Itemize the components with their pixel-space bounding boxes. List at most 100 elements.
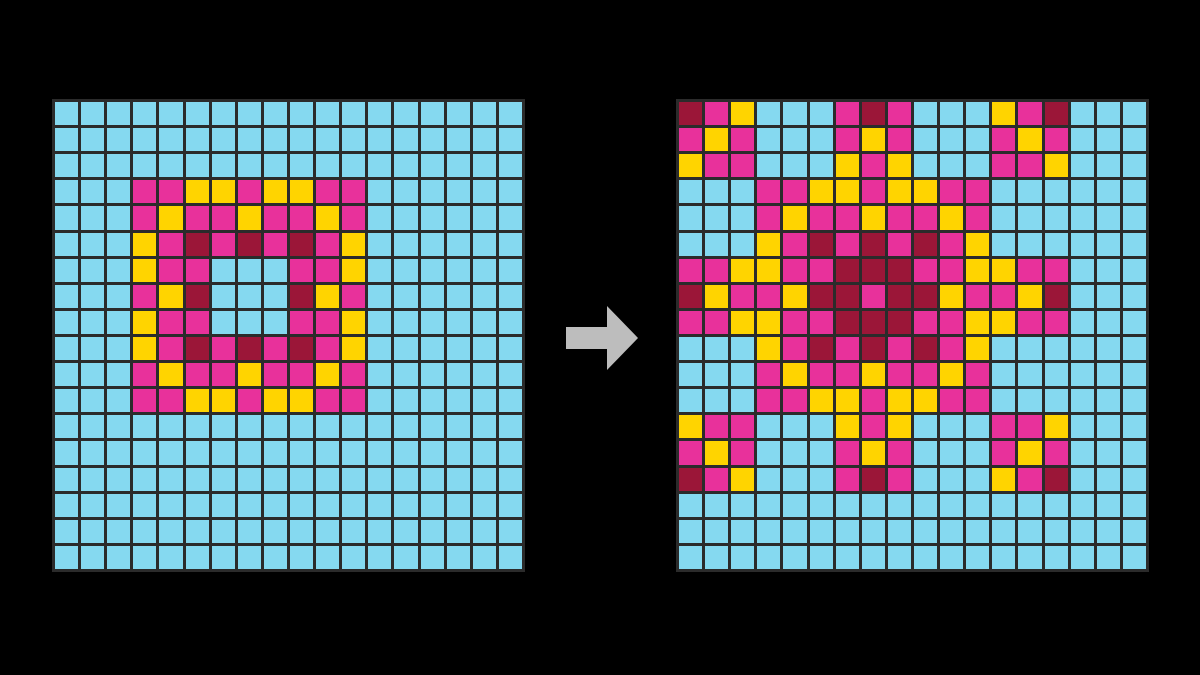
grid-cell[interactable] xyxy=(342,232,366,256)
grid-cell[interactable] xyxy=(237,180,261,204)
grid-cell[interactable] xyxy=(887,519,911,543)
grid-cell[interactable] xyxy=(133,467,157,491)
grid-cell[interactable] xyxy=(757,389,781,413)
grid-cell[interactable] xyxy=(420,102,444,126)
grid-cell[interactable] xyxy=(705,258,729,282)
grid-cell[interactable] xyxy=(1044,258,1068,282)
grid-cell[interactable] xyxy=(107,154,131,178)
grid-cell[interactable] xyxy=(679,415,703,439)
grid-cell[interactable] xyxy=(913,441,938,465)
grid-cell[interactable] xyxy=(472,154,496,178)
grid-cell[interactable] xyxy=(263,389,287,413)
grid-cell[interactable] xyxy=(394,363,418,387)
grid-cell[interactable] xyxy=(316,232,340,256)
grid-cell[interactable] xyxy=(289,415,314,439)
grid-cell[interactable] xyxy=(420,493,444,517)
grid-cell[interactable] xyxy=(861,415,885,439)
grid-cell[interactable] xyxy=(185,180,209,204)
grid-cell[interactable] xyxy=(133,493,157,517)
grid-cell[interactable] xyxy=(1096,363,1120,387)
grid-cell[interactable] xyxy=(940,128,964,152)
grid-cell[interactable] xyxy=(1070,154,1094,178)
grid-cell[interactable] xyxy=(705,284,729,308)
grid-cell[interactable] xyxy=(498,206,522,230)
grid-cell[interactable] xyxy=(1070,206,1094,230)
grid-cell[interactable] xyxy=(940,467,964,491)
grid-cell[interactable] xyxy=(861,336,885,361)
grid-cell[interactable] xyxy=(992,180,1016,204)
grid-cell[interactable] xyxy=(159,363,183,387)
grid-cell[interactable] xyxy=(316,493,340,517)
grid-cell[interactable] xyxy=(966,284,990,308)
grid-cell[interactable] xyxy=(107,258,131,282)
grid-cell[interactable] xyxy=(913,519,938,543)
grid-cell[interactable] xyxy=(107,206,131,230)
grid-cell[interactable] xyxy=(420,363,444,387)
grid-cell[interactable] xyxy=(1018,232,1042,256)
grid-cell[interactable] xyxy=(368,310,392,334)
grid-cell[interactable] xyxy=(861,284,885,308)
grid-cell[interactable] xyxy=(342,363,366,387)
grid-cell[interactable] xyxy=(107,363,131,387)
grid-cell[interactable] xyxy=(913,310,938,334)
grid-cell[interactable] xyxy=(861,180,885,204)
grid-cell[interactable] xyxy=(731,493,755,517)
grid-cell[interactable] xyxy=(81,284,105,308)
grid-cell[interactable] xyxy=(705,232,729,256)
grid-cell[interactable] xyxy=(472,180,496,204)
grid-cell[interactable] xyxy=(342,258,366,282)
grid-cell[interactable] xyxy=(913,258,938,282)
grid-cell[interactable] xyxy=(783,128,807,152)
grid-cell[interactable] xyxy=(263,154,287,178)
grid-cell[interactable] xyxy=(1096,336,1120,361)
grid-cell[interactable] xyxy=(394,180,418,204)
grid-cell[interactable] xyxy=(809,180,833,204)
grid-cell[interactable] xyxy=(913,128,938,152)
grid-cell[interactable] xyxy=(420,336,444,361)
grid-cell[interactable] xyxy=(1018,102,1042,126)
grid-cell[interactable] xyxy=(420,206,444,230)
grid-cell[interactable] xyxy=(757,467,781,491)
grid-cell[interactable] xyxy=(133,519,157,543)
grid-cell[interactable] xyxy=(992,284,1016,308)
grid-cell[interactable] xyxy=(1018,519,1042,543)
grid-cell[interactable] xyxy=(446,258,470,282)
grid-cell[interactable] xyxy=(289,258,314,282)
grid-cell[interactable] xyxy=(966,102,990,126)
grid-cell[interactable] xyxy=(55,415,79,439)
grid-cell[interactable] xyxy=(809,519,833,543)
grid-cell[interactable] xyxy=(1122,180,1146,204)
grid-cell[interactable] xyxy=(55,389,79,413)
grid-cell[interactable] xyxy=(731,545,755,569)
grid-cell[interactable] xyxy=(237,467,261,491)
grid-cell[interactable] xyxy=(913,336,938,361)
grid-cell[interactable] xyxy=(211,519,235,543)
grid-cell[interactable] xyxy=(783,258,807,282)
grid-cell[interactable] xyxy=(316,154,340,178)
grid-cell[interactable] xyxy=(498,180,522,204)
grid-cell[interactable] xyxy=(1044,154,1068,178)
grid-cell[interactable] xyxy=(237,545,261,569)
grid-cell[interactable] xyxy=(992,310,1016,334)
grid-cell[interactable] xyxy=(185,154,209,178)
grid-cell[interactable] xyxy=(940,206,964,230)
grid-cell[interactable] xyxy=(1096,284,1120,308)
grid-cell[interactable] xyxy=(472,363,496,387)
grid-cell[interactable] xyxy=(757,363,781,387)
grid-cell[interactable] xyxy=(185,102,209,126)
grid-cell[interactable] xyxy=(263,284,287,308)
grid-cell[interactable] xyxy=(185,363,209,387)
grid-cell[interactable] xyxy=(420,232,444,256)
grid-cell[interactable] xyxy=(861,519,885,543)
grid-cell[interactable] xyxy=(913,284,938,308)
grid-cell[interactable] xyxy=(446,284,470,308)
grid-cell[interactable] xyxy=(368,128,392,152)
grid-cell[interactable] xyxy=(498,493,522,517)
grid-cell[interactable] xyxy=(368,441,392,465)
grid-cell[interactable] xyxy=(394,493,418,517)
grid-cell[interactable] xyxy=(133,206,157,230)
grid-cell[interactable] xyxy=(1070,545,1094,569)
grid-cell[interactable] xyxy=(316,519,340,543)
grid-cell[interactable] xyxy=(289,545,314,569)
grid-cell[interactable] xyxy=(289,336,314,361)
